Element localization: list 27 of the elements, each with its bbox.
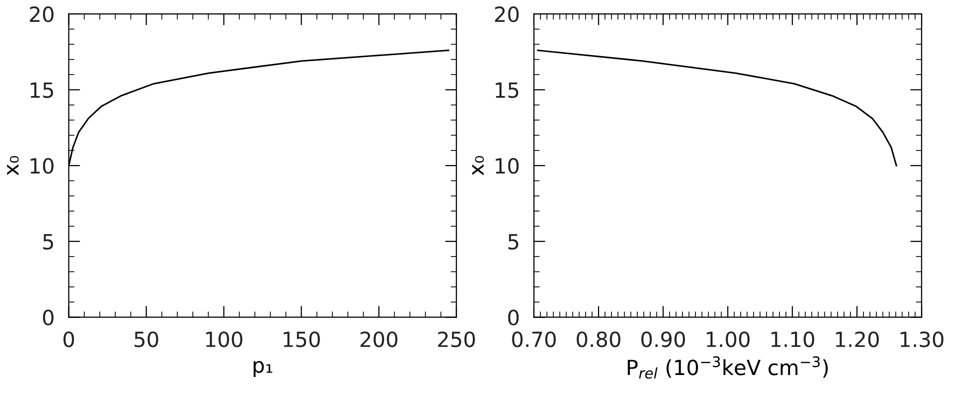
x-tick-label: 1.30 xyxy=(900,331,944,348)
y-tick-label: 5 xyxy=(508,234,518,250)
x-tick-label: 250 xyxy=(438,331,475,348)
y-axis-title: x₀ xyxy=(7,156,19,176)
x-tick-label: 0.80 xyxy=(576,331,620,348)
y-tick-label: 5 xyxy=(43,234,54,250)
x-axis-title: p₁ xyxy=(254,360,272,377)
y-tick-label: 10 xyxy=(30,158,54,174)
y-tick-label: 0 xyxy=(42,310,54,326)
x-tick-label: 1.00 xyxy=(706,331,750,348)
x-tick-label: 0.70 xyxy=(512,331,556,348)
x-tick-label: 50 xyxy=(134,331,158,348)
x-axis-title: P$_{rel}$ (10$^{−3}$keV cm$^{−3}$) xyxy=(628,356,828,379)
y-tick-label: 0 xyxy=(508,310,519,326)
y-tick-label: 20 xyxy=(30,6,54,22)
x-tick-label: 0.90 xyxy=(641,331,685,348)
x-tick-label: 1.20 xyxy=(836,331,879,348)
y-tick-label: 15 xyxy=(496,82,518,98)
x-tick-label: 150 xyxy=(284,331,320,348)
y-tick-label: 10 xyxy=(496,158,519,174)
y-axis-title: x₀ xyxy=(472,156,484,176)
y-tick-label: 15 xyxy=(30,82,54,98)
x-tick-label: 0 xyxy=(64,331,74,348)
y-tick-label: 20 xyxy=(495,6,519,22)
x-tick-label: 1.10 xyxy=(771,331,814,348)
x-tick-label: 100 xyxy=(206,331,242,348)
x-tick-label: 200 xyxy=(360,331,398,348)
